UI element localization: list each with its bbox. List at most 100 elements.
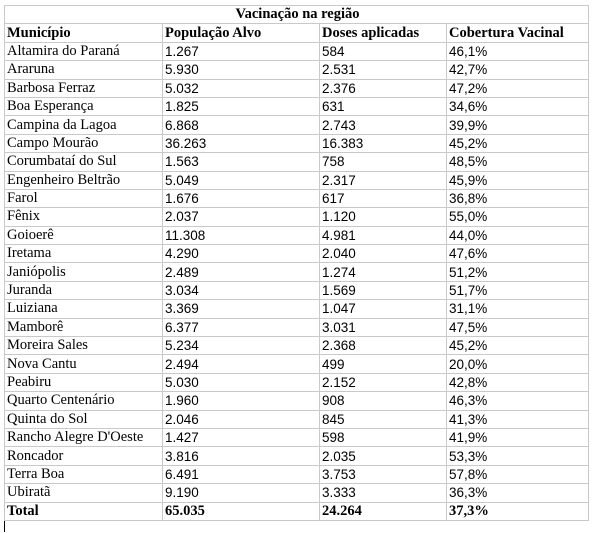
municipio-cell[interactable]: Fênix <box>4 207 163 227</box>
cobertura-vacinal-cell[interactable]: 36,3% <box>446 483 589 503</box>
cobertura-vacinal-cell[interactable]: 51,7% <box>446 280 589 301</box>
doses-aplicadas-cell[interactable]: 3.753 <box>319 464 447 485</box>
doses-aplicadas-cell[interactable]: 631 <box>319 96 447 117</box>
populacao-alvo-cell[interactable]: 9.190 <box>162 483 320 503</box>
populacao-alvo-cell[interactable]: 5.930 <box>162 60 320 80</box>
doses-aplicadas-cell[interactable]: 617 <box>319 188 447 209</box>
populacao-alvo-cell[interactable]: 1.563 <box>162 152 320 172</box>
cobertura-vacinal-cell[interactable]: 47,5% <box>446 317 589 338</box>
cobertura-vacinal-cell[interactable]: 41,3% <box>446 409 589 429</box>
municipio-cell[interactable]: Goioerê <box>4 225 163 246</box>
header-municipio[interactable]: Município <box>4 23 163 43</box>
municipio-cell[interactable]: Farol <box>4 188 163 209</box>
populacao-alvo-cell[interactable]: 3.816 <box>162 446 320 466</box>
header-doses-aplicadas[interactable]: Doses aplicadas <box>319 23 447 43</box>
doses-aplicadas-cell[interactable]: 1.274 <box>319 262 447 282</box>
cobertura-vacinal-cell[interactable]: 39,9% <box>446 115 589 135</box>
municipio-cell[interactable]: Peabiru <box>4 372 163 393</box>
municipio-cell[interactable]: Nova Cantu <box>4 354 163 374</box>
municipio-cell[interactable]: Iretama <box>4 244 163 264</box>
populacao-alvo-cell[interactable]: 3.034 <box>162 280 320 301</box>
cobertura-vacinal-cell[interactable]: 44,0% <box>446 225 589 246</box>
doses-aplicadas-cell[interactable]: 2.317 <box>319 170 447 190</box>
header-cobertura-vacinal[interactable]: Cobertura Vacinal <box>446 23 589 43</box>
cobertura-vacinal-cell[interactable]: 41,9% <box>446 427 589 448</box>
doses-aplicadas-cell[interactable]: 1.569 <box>319 280 447 301</box>
doses-aplicadas-cell[interactable]: 2.531 <box>319 60 447 80</box>
municipio-cell[interactable]: Moreira Sales <box>4 336 163 356</box>
populacao-alvo-cell[interactable]: 1.427 <box>162 427 320 448</box>
cobertura-vacinal-cell[interactable]: 45,2% <box>446 133 589 154</box>
cobertura-vacinal-cell[interactable]: 48,5% <box>446 152 589 172</box>
municipio-cell[interactable]: Terra Boa <box>4 464 163 485</box>
cobertura-vacinal-cell[interactable]: 51,2% <box>446 262 589 282</box>
total-populacao-alvo[interactable]: 65.035 <box>162 501 320 521</box>
cobertura-vacinal-cell[interactable]: 57,8% <box>446 464 589 485</box>
cobertura-vacinal-cell[interactable]: 55,0% <box>446 207 589 227</box>
populacao-alvo-cell[interactable]: 5.049 <box>162 170 320 190</box>
municipio-cell[interactable]: Mamborê <box>4 317 163 338</box>
doses-aplicadas-cell[interactable]: 1.120 <box>319 207 447 227</box>
municipio-cell[interactable]: Araruna <box>4 60 163 80</box>
municipio-cell[interactable]: Juranda <box>4 280 163 301</box>
municipio-cell[interactable]: Ubiratã <box>4 483 163 503</box>
municipio-cell[interactable]: Engenheiro Beltrão <box>4 170 163 190</box>
populacao-alvo-cell[interactable]: 2.037 <box>162 207 320 227</box>
cobertura-vacinal-cell[interactable]: 42,7% <box>446 60 589 80</box>
populacao-alvo-cell[interactable]: 4.290 <box>162 244 320 264</box>
doses-aplicadas-cell[interactable]: 2.376 <box>319 78 447 98</box>
doses-aplicadas-cell[interactable]: 2.743 <box>319 115 447 135</box>
populacao-alvo-cell[interactable]: 3.369 <box>162 299 320 319</box>
municipio-cell[interactable]: Quarto Centenário <box>4 391 163 411</box>
cobertura-vacinal-cell[interactable]: 20,0% <box>446 354 589 374</box>
municipio-cell[interactable]: Janiópolis <box>4 262 163 282</box>
populacao-alvo-cell[interactable]: 5.030 <box>162 372 320 393</box>
municipio-cell[interactable]: Quinta do Sol <box>4 409 163 429</box>
populacao-alvo-cell[interactable]: 1.676 <box>162 188 320 209</box>
populacao-alvo-cell[interactable]: 2.489 <box>162 262 320 282</box>
populacao-alvo-cell[interactable]: 5.032 <box>162 78 320 98</box>
doses-aplicadas-cell[interactable]: 2.152 <box>319 372 447 393</box>
total-cobertura-vacinal[interactable]: 37,3% <box>446 501 589 521</box>
populacao-alvo-cell[interactable]: 1.960 <box>162 391 320 411</box>
doses-aplicadas-cell[interactable]: 1.047 <box>319 299 447 319</box>
populacao-alvo-cell[interactable]: 6.377 <box>162 317 320 338</box>
populacao-alvo-cell[interactable]: 6.491 <box>162 464 320 485</box>
populacao-alvo-cell[interactable]: 1.825 <box>162 96 320 117</box>
municipio-cell[interactable]: Campo Mourão <box>4 133 163 154</box>
doses-aplicadas-cell[interactable]: 4.981 <box>319 225 447 246</box>
cobertura-vacinal-cell[interactable]: 45,2% <box>446 336 589 356</box>
doses-aplicadas-cell[interactable]: 758 <box>319 152 447 172</box>
populacao-alvo-cell[interactable]: 1.267 <box>162 41 320 62</box>
populacao-alvo-cell[interactable]: 2.046 <box>162 409 320 429</box>
cobertura-vacinal-cell[interactable]: 42,8% <box>446 372 589 393</box>
doses-aplicadas-cell[interactable]: 908 <box>319 391 447 411</box>
municipio-cell[interactable]: Rancho Alegre D'Oeste <box>4 427 163 448</box>
municipio-cell[interactable]: Campina da Lagoa <box>4 115 163 135</box>
total-label[interactable]: Total <box>4 501 163 521</box>
doses-aplicadas-cell[interactable]: 3.031 <box>319 317 447 338</box>
header-populacao-alvo[interactable]: População Alvo <box>162 23 320 43</box>
municipio-cell[interactable]: Roncador <box>4 446 163 466</box>
cobertura-vacinal-cell[interactable]: 53,3% <box>446 446 589 466</box>
doses-aplicadas-cell[interactable]: 845 <box>319 409 447 429</box>
doses-aplicadas-cell[interactable]: 584 <box>319 41 447 62</box>
cobertura-vacinal-cell[interactable]: 34,6% <box>446 96 589 117</box>
doses-aplicadas-cell[interactable]: 16.383 <box>319 133 447 154</box>
doses-aplicadas-cell[interactable]: 499 <box>319 354 447 374</box>
municipio-cell[interactable]: Corumbataí do Sul <box>4 152 163 172</box>
cobertura-vacinal-cell[interactable]: 36,8% <box>446 188 589 209</box>
populacao-alvo-cell[interactable]: 2.494 <box>162 354 320 374</box>
total-doses-aplicadas[interactable]: 24.264 <box>319 501 447 521</box>
populacao-alvo-cell[interactable]: 5.234 <box>162 336 320 356</box>
municipio-cell[interactable]: Luiziana <box>4 299 163 319</box>
populacao-alvo-cell[interactable]: 11.308 <box>162 225 320 246</box>
cobertura-vacinal-cell[interactable]: 47,2% <box>446 78 589 98</box>
doses-aplicadas-cell[interactable]: 3.333 <box>319 483 447 503</box>
doses-aplicadas-cell[interactable]: 2.035 <box>319 446 447 466</box>
municipio-cell[interactable]: Boa Esperança <box>4 96 163 117</box>
doses-aplicadas-cell[interactable]: 2.040 <box>319 244 447 264</box>
municipio-cell[interactable]: Barbosa Ferraz <box>4 78 163 98</box>
populacao-alvo-cell[interactable]: 6.868 <box>162 115 320 135</box>
table-title[interactable]: Vacinação na região <box>4 4 589 25</box>
